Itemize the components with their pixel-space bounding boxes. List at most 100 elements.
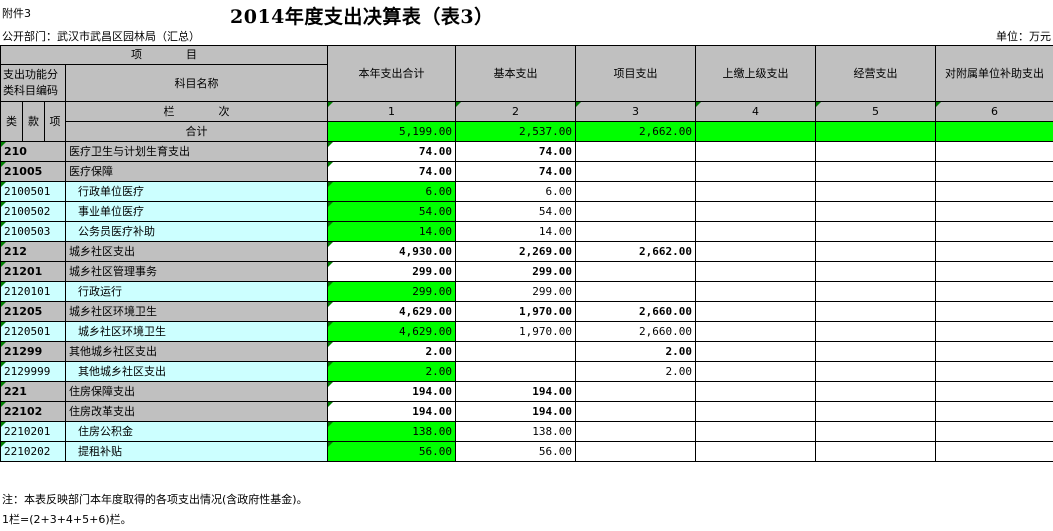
upper-cell[interactable] <box>695 381 816 402</box>
project-cell[interactable]: 2.00 <box>575 361 696 382</box>
basic-cell[interactable] <box>455 361 576 382</box>
operation-cell[interactable] <box>815 181 936 202</box>
operation-cell[interactable] <box>815 161 936 182</box>
subject-name-cell[interactable]: 事业单位医疗 <box>65 201 328 222</box>
operation-cell[interactable] <box>815 361 936 382</box>
total-cell[interactable]: 74.00 <box>327 141 456 162</box>
project-cell[interactable]: 2,662.00 <box>575 241 696 262</box>
basic-cell[interactable]: 56.00 <box>455 441 576 462</box>
project-cell[interactable] <box>575 221 696 242</box>
total-cell[interactable]: 138.00 <box>327 421 456 442</box>
basic-cell[interactable]: 1,970.00 <box>455 301 576 322</box>
project-cell[interactable]: 2,660.00 <box>575 301 696 322</box>
total-cell[interactable]: 56.00 <box>327 441 456 462</box>
subject-name-cell[interactable]: 公务员医疗补助 <box>65 221 328 242</box>
subject-name-cell[interactable]: 医疗保障 <box>65 161 328 182</box>
project-cell[interactable]: 2.00 <box>575 341 696 362</box>
code-cell[interactable]: 2120501 <box>0 321 66 342</box>
basic-cell[interactable]: 299.00 <box>455 261 576 282</box>
project-cell[interactable] <box>575 381 696 402</box>
subject-name-cell[interactable]: 行政运行 <box>65 281 328 302</box>
code-cell[interactable]: 2100502 <box>0 201 66 222</box>
project-cell[interactable] <box>575 401 696 422</box>
subsidy-cell[interactable] <box>935 361 1053 382</box>
operation-cell[interactable] <box>815 281 936 302</box>
code-cell[interactable]: 2129999 <box>0 361 66 382</box>
subsidy-cell[interactable] <box>935 261 1053 282</box>
subsidy-cell[interactable] <box>935 321 1053 342</box>
code-cell[interactable]: 21005 <box>0 161 66 182</box>
project-cell[interactable] <box>575 201 696 222</box>
operation-cell[interactable] <box>815 261 936 282</box>
subsidy-cell[interactable] <box>935 441 1053 462</box>
subject-name-cell[interactable]: 住房公积金 <box>65 421 328 442</box>
subject-name-cell[interactable]: 城乡社区支出 <box>65 241 328 262</box>
upper-cell[interactable] <box>695 181 816 202</box>
total-cell[interactable]: 4,930.00 <box>327 241 456 262</box>
subsidy-cell[interactable] <box>935 401 1053 422</box>
code-cell[interactable]: 212 <box>0 241 66 262</box>
total-cell[interactable]: 14.00 <box>327 221 456 242</box>
subject-name-cell[interactable]: 城乡社区管理事务 <box>65 261 328 282</box>
upper-cell[interactable] <box>695 221 816 242</box>
total-cell[interactable]: 4,629.00 <box>327 321 456 342</box>
subsidy-cell[interactable] <box>935 181 1053 202</box>
total-cell[interactable]: 4,629.00 <box>327 301 456 322</box>
upper-cell[interactable] <box>695 341 816 362</box>
total-project-cell[interactable]: 2,662.00 <box>575 121 696 142</box>
subsidy-cell[interactable] <box>935 141 1053 162</box>
subject-name-cell[interactable]: 城乡社区环境卫生 <box>65 321 328 342</box>
subject-name-cell[interactable]: 行政单位医疗 <box>65 181 328 202</box>
total-cell[interactable]: 299.00 <box>327 261 456 282</box>
basic-cell[interactable]: 54.00 <box>455 201 576 222</box>
upper-cell[interactable] <box>695 421 816 442</box>
subject-name-cell[interactable]: 医疗卫生与计划生育支出 <box>65 141 328 162</box>
total-cell[interactable]: 194.00 <box>327 381 456 402</box>
project-cell[interactable] <box>575 261 696 282</box>
total-operation-cell[interactable] <box>815 121 936 142</box>
operation-cell[interactable] <box>815 441 936 462</box>
subsidy-cell[interactable] <box>935 241 1053 262</box>
subject-name-cell[interactable]: 其他城乡社区支出 <box>65 361 328 382</box>
operation-cell[interactable] <box>815 381 936 402</box>
total-cell[interactable]: 74.00 <box>327 161 456 182</box>
total-cell[interactable]: 6.00 <box>327 181 456 202</box>
operation-cell[interactable] <box>815 201 936 222</box>
project-cell[interactable] <box>575 441 696 462</box>
code-cell[interactable]: 221 <box>0 381 66 402</box>
basic-cell[interactable]: 14.00 <box>455 221 576 242</box>
subject-name-cell[interactable]: 提租补贴 <box>65 441 328 462</box>
code-cell[interactable]: 22102 <box>0 401 66 422</box>
code-cell[interactable]: 2100503 <box>0 221 66 242</box>
basic-cell[interactable]: 74.00 <box>455 161 576 182</box>
upper-cell[interactable] <box>695 361 816 382</box>
operation-cell[interactable] <box>815 301 936 322</box>
basic-cell[interactable]: 2,269.00 <box>455 241 576 262</box>
basic-cell[interactable]: 299.00 <box>455 281 576 302</box>
upper-cell[interactable] <box>695 301 816 322</box>
operation-cell[interactable] <box>815 421 936 442</box>
code-cell[interactable]: 21201 <box>0 261 66 282</box>
total-cell[interactable]: 2.00 <box>327 361 456 382</box>
upper-cell[interactable] <box>695 401 816 422</box>
total-cell[interactable]: 194.00 <box>327 401 456 422</box>
upper-cell[interactable] <box>695 241 816 262</box>
upper-cell[interactable] <box>695 441 816 462</box>
upper-cell[interactable] <box>695 261 816 282</box>
subject-name-cell[interactable]: 住房保障支出 <box>65 381 328 402</box>
total-cell[interactable]: 5,199.00 <box>327 121 456 142</box>
operation-cell[interactable] <box>815 221 936 242</box>
basic-cell[interactable]: 194.00 <box>455 381 576 402</box>
basic-cell[interactable]: 138.00 <box>455 421 576 442</box>
basic-cell[interactable] <box>455 341 576 362</box>
subsidy-cell[interactable] <box>935 341 1053 362</box>
total-subsidy-cell[interactable] <box>935 121 1053 142</box>
upper-cell[interactable] <box>695 281 816 302</box>
code-cell[interactable]: 2210201 <box>0 421 66 442</box>
total-basic-cell[interactable]: 2,537.00 <box>455 121 576 142</box>
code-cell[interactable]: 210 <box>0 141 66 162</box>
project-cell[interactable] <box>575 161 696 182</box>
basic-cell[interactable]: 74.00 <box>455 141 576 162</box>
code-cell[interactable]: 2210202 <box>0 441 66 462</box>
subsidy-cell[interactable] <box>935 161 1053 182</box>
